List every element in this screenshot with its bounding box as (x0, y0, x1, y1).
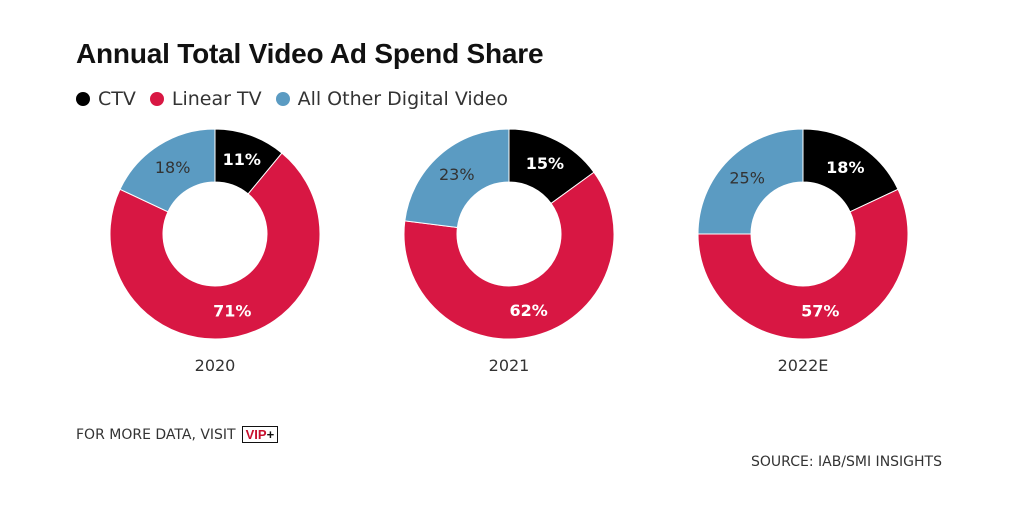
source-note: SOURCE: IAB/SMI INSIGHTS (751, 454, 942, 470)
legend-item-linear-tv: Linear TV (149, 88, 262, 110)
more-data-text: FOR MORE DATA, VISIT (76, 426, 236, 443)
donut-2021-label-linear-tv: 62% (509, 301, 547, 320)
donut-2022E-slice-linear-tv (697, 188, 909, 340)
donut-2021-year-label: 2021 (489, 356, 530, 375)
donut-2021-slice-other-digital (404, 128, 510, 229)
donut-2022E-year-label: 2022E (778, 356, 829, 375)
donut-2022E-slice-other-digital (697, 128, 804, 235)
legend-dot-other-digital (275, 92, 290, 106)
legend: CTV Linear TV All Other Digital Video (76, 88, 522, 110)
vip-logo-text: VIP (245, 427, 267, 442)
donut-2022E-label-ctv: 18% (826, 158, 864, 177)
donut-2020-year-label: 2020 (195, 356, 236, 375)
donut-2020-slice-linear-tv (109, 152, 321, 340)
donut-2021-label-other-digital: 23% (439, 165, 475, 184)
donut-2022E-label-linear-tv: 57% (801, 302, 839, 321)
legend-item-ctv: CTV (76, 88, 136, 110)
legend-label-linear-tv: Linear TV (171, 88, 262, 110)
vip-plus-logo[interactable]: VIP+ (241, 426, 279, 443)
chart-title: Annual Total Video Ad Spend Share (76, 38, 544, 69)
donut-2020-label-other-digital: 18% (155, 158, 191, 177)
more-data-note: FOR MORE DATA, VISIT VIP+ (76, 426, 279, 443)
legend-label-other-digital: All Other Digital Video (297, 88, 509, 110)
donut-2022E-label-other-digital: 25% (729, 169, 765, 188)
vip-logo-plus: + (266, 427, 275, 442)
donut-2020-label-ctv: 11% (223, 150, 261, 169)
legend-dot-linear-tv (149, 92, 164, 106)
donut-2021-label-ctv: 15% (526, 154, 564, 173)
donut-2020-slice-other-digital (119, 128, 216, 213)
legend-label-ctv: CTV (98, 88, 136, 110)
donut-2020-label-linear-tv: 71% (213, 302, 251, 321)
donut-2021-slice-linear-tv (403, 171, 615, 340)
legend-item-other-digital: All Other Digital Video (275, 88, 509, 110)
legend-dot-ctv (76, 92, 90, 106)
